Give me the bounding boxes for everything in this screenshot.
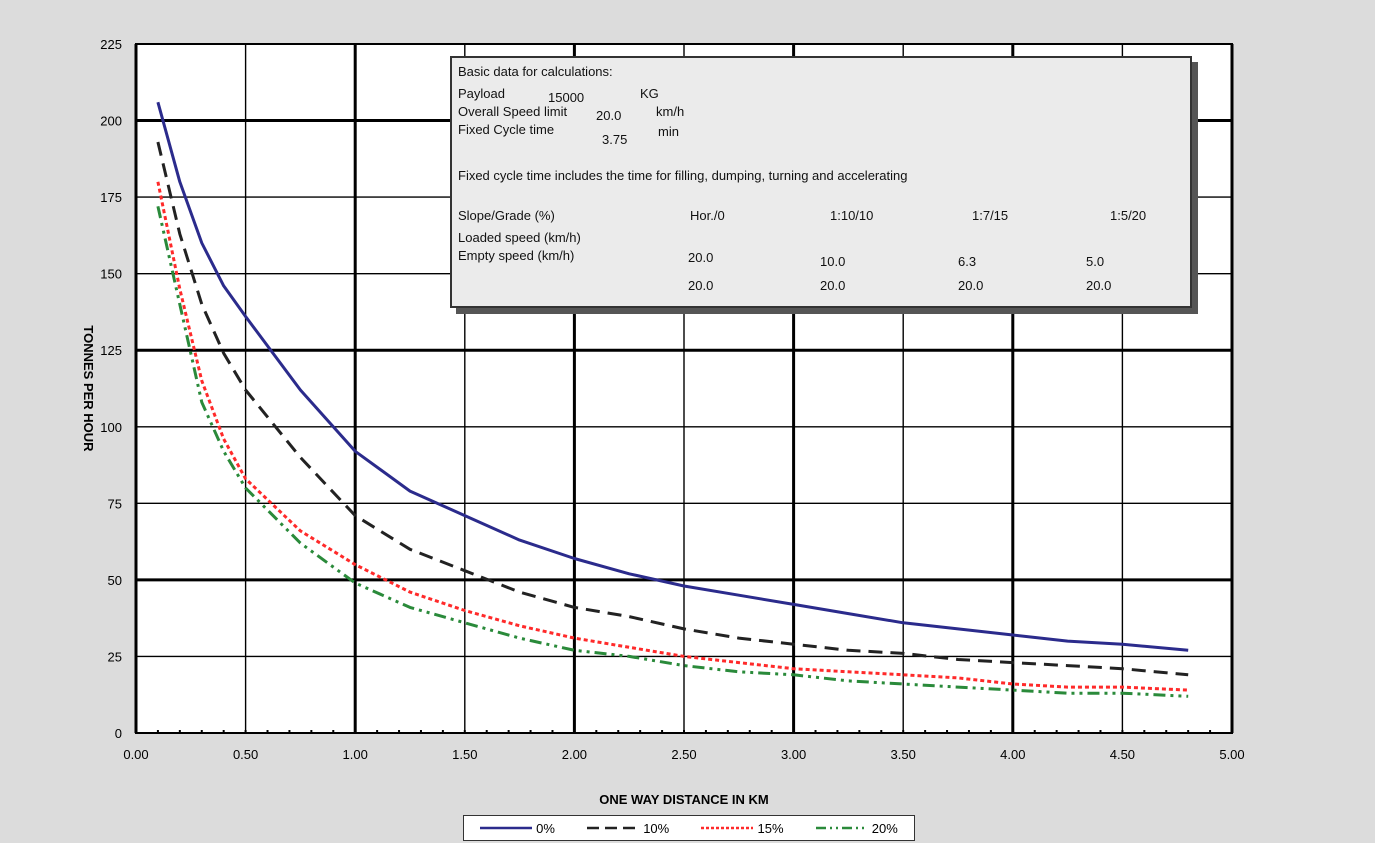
loaded-speed-10: 10.0 <box>820 254 846 269</box>
y-tick-label: 150 <box>100 267 122 282</box>
empty-speed-20: 20.0 <box>1086 278 1112 293</box>
slope-label: Slope/Grade (%) <box>458 208 555 223</box>
y-tick-label: 225 <box>100 37 122 52</box>
legend-label-2: 15% <box>757 820 784 836</box>
legend-item-3: 20% <box>815 820 898 836</box>
x-tick-label: 0.50 <box>233 747 258 762</box>
legend-swatch-1 <box>587 826 640 830</box>
info-title: Basic data for calculations: <box>458 64 613 79</box>
y-tick-label: 100 <box>100 420 122 435</box>
payload-value: 15000 <box>548 90 585 105</box>
y-tick-label: 175 <box>100 190 122 205</box>
x-tick-label: 1.50 <box>452 747 477 762</box>
empty-speed-15: 20.0 <box>958 278 984 293</box>
x-tick-label: 3.50 <box>891 747 916 762</box>
y-axis-title: TONNES PER HOUR <box>81 325 96 452</box>
y-tick-label: 25 <box>108 649 122 664</box>
legend-item-0: 0% <box>480 821 555 836</box>
x-tick-label: 0.00 <box>123 747 148 762</box>
calculation-info-box: Basic data for calculations: Payload 150… <box>450 56 1192 308</box>
legend-swatch-0 <box>480 826 533 830</box>
speed-limit-value: 20.0 <box>596 108 622 123</box>
empty-speed-10: 20.0 <box>820 278 846 293</box>
legend-swatch-2 <box>701 826 754 830</box>
x-tick-label: 1.00 <box>343 747 368 762</box>
y-tick-label: 75 <box>108 496 122 511</box>
speed-limit-label: Overall Speed limit <box>458 104 568 119</box>
cycle-time-label: Fixed Cycle time <box>458 122 555 137</box>
payload-unit: KG <box>640 86 659 101</box>
grade-0: Hor./0 <box>690 208 725 223</box>
empty-speed-label: Empty speed (km/h) <box>458 248 575 263</box>
loaded-speed-20: 5.0 <box>1086 254 1105 269</box>
y-tick-label: 200 <box>100 114 122 129</box>
legend-swatch-3 <box>815 826 868 830</box>
legend-label-1: 10% <box>643 820 670 836</box>
y-tick-label: 50 <box>108 573 122 588</box>
loaded-speed-label: Loaded speed (km/h) <box>458 230 581 245</box>
x-axis-title: ONE WAY DISTANCE IN KM <box>599 792 769 807</box>
plot-border <box>135 43 1233 734</box>
x-tick-label: 3.00 <box>781 747 806 762</box>
grade-20: 1:5/20 <box>1110 208 1147 223</box>
loaded-speed-15: 6.3 <box>958 254 977 269</box>
grade-15: 1:7/15 <box>972 208 1009 223</box>
grade-10: 1:10/10 <box>830 208 874 223</box>
x-tick-label: 5.00 <box>1219 747 1244 762</box>
x-tick-label: 2.50 <box>671 747 696 762</box>
legend-label-0: 0% <box>536 820 555 836</box>
cycle-time-note: Fixed cycle time includes the time for f… <box>458 168 908 183</box>
loaded-speed-0: 20.0 <box>688 250 714 265</box>
series-line-2 <box>156 181 1189 692</box>
x-tick-label: 4.00 <box>1000 747 1025 762</box>
cycle-time-value: 3.75 <box>602 132 628 147</box>
legend-label-3: 20% <box>871 820 898 836</box>
speed-limit-unit: km/h <box>656 104 685 119</box>
y-tick-label: 0 <box>115 726 122 741</box>
legend-item-1: 10% <box>587 821 669 836</box>
cycle-time-unit: min <box>658 124 679 139</box>
empty-speed-0: 20.0 <box>688 278 714 293</box>
x-tick-label: 4.50 <box>1110 747 1135 762</box>
series-line-3 <box>156 205 1189 698</box>
legend-item-2: 15% <box>701 820 784 836</box>
chart-legend: 0% 10% 15% 20% <box>463 815 915 841</box>
y-tick-label: 125 <box>100 343 122 358</box>
payload-label: Payload <box>458 86 505 101</box>
x-tick-label: 2.00 <box>562 747 587 762</box>
series-line-1 <box>156 141 1189 677</box>
series-line-0 <box>156 101 1189 652</box>
